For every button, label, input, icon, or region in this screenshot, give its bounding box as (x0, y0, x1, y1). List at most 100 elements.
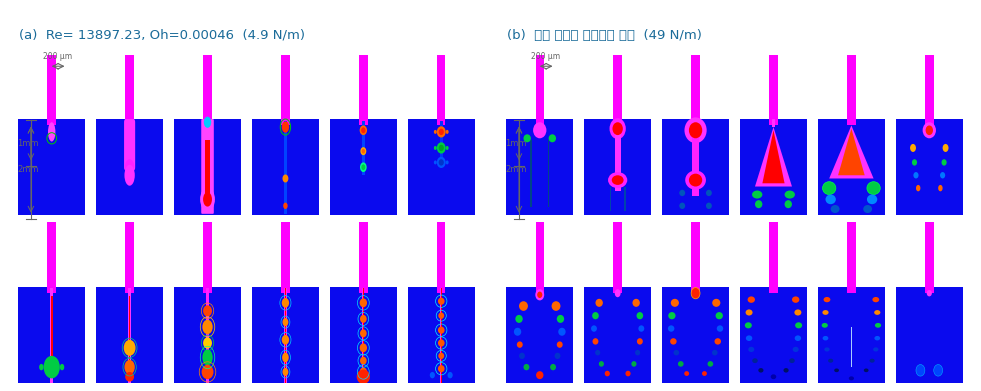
FancyBboxPatch shape (615, 129, 621, 191)
FancyBboxPatch shape (51, 296, 53, 359)
Ellipse shape (637, 312, 644, 319)
Ellipse shape (360, 343, 367, 352)
FancyBboxPatch shape (662, 119, 729, 215)
Ellipse shape (439, 145, 443, 151)
FancyBboxPatch shape (282, 222, 289, 293)
FancyBboxPatch shape (440, 289, 442, 383)
Ellipse shape (910, 144, 916, 152)
Ellipse shape (637, 338, 643, 344)
Ellipse shape (785, 200, 792, 208)
Ellipse shape (536, 371, 543, 379)
Ellipse shape (615, 289, 621, 297)
Ellipse shape (942, 159, 947, 166)
Ellipse shape (822, 310, 829, 315)
Ellipse shape (125, 360, 134, 374)
Ellipse shape (437, 126, 445, 138)
Ellipse shape (125, 165, 134, 186)
Ellipse shape (875, 323, 881, 328)
Ellipse shape (282, 335, 289, 344)
FancyBboxPatch shape (536, 222, 544, 293)
Ellipse shape (706, 203, 712, 209)
Ellipse shape (863, 205, 872, 213)
Ellipse shape (943, 144, 949, 152)
FancyBboxPatch shape (662, 287, 729, 383)
Ellipse shape (439, 312, 444, 319)
Ellipse shape (824, 297, 830, 302)
Ellipse shape (795, 335, 801, 341)
Ellipse shape (849, 377, 854, 380)
FancyBboxPatch shape (362, 121, 365, 175)
Ellipse shape (48, 362, 55, 372)
Ellipse shape (447, 372, 452, 378)
Ellipse shape (916, 364, 925, 376)
Ellipse shape (873, 347, 879, 352)
FancyBboxPatch shape (692, 135, 699, 196)
FancyBboxPatch shape (925, 55, 934, 126)
FancyBboxPatch shape (47, 222, 56, 293)
Ellipse shape (595, 299, 603, 307)
Ellipse shape (439, 159, 443, 166)
Ellipse shape (360, 368, 367, 377)
Ellipse shape (934, 364, 943, 376)
Ellipse shape (282, 298, 289, 308)
Ellipse shape (204, 117, 211, 128)
Ellipse shape (124, 340, 135, 356)
FancyBboxPatch shape (284, 289, 286, 383)
Ellipse shape (834, 368, 839, 372)
Ellipse shape (748, 296, 755, 303)
Ellipse shape (519, 353, 525, 359)
Ellipse shape (874, 310, 880, 315)
Ellipse shape (46, 359, 58, 375)
Ellipse shape (793, 347, 799, 352)
FancyBboxPatch shape (96, 119, 163, 215)
Ellipse shape (282, 122, 289, 133)
FancyBboxPatch shape (848, 222, 855, 293)
FancyBboxPatch shape (175, 119, 240, 215)
Ellipse shape (558, 328, 566, 336)
Ellipse shape (126, 372, 134, 382)
Ellipse shape (514, 328, 521, 336)
FancyBboxPatch shape (439, 121, 442, 167)
Ellipse shape (203, 337, 212, 349)
FancyBboxPatch shape (129, 296, 130, 367)
Text: 1mm: 1mm (17, 139, 38, 148)
Ellipse shape (125, 159, 134, 175)
FancyBboxPatch shape (284, 121, 287, 214)
Ellipse shape (926, 126, 933, 135)
Ellipse shape (831, 205, 840, 213)
FancyBboxPatch shape (506, 287, 573, 383)
Ellipse shape (557, 341, 563, 348)
Ellipse shape (357, 369, 370, 384)
Text: 2mm: 2mm (17, 165, 38, 174)
Ellipse shape (784, 368, 789, 373)
Ellipse shape (785, 190, 795, 199)
Ellipse shape (712, 299, 720, 307)
Ellipse shape (792, 296, 800, 303)
Ellipse shape (670, 338, 677, 344)
Text: 200 μm: 200 μm (43, 52, 73, 61)
FancyBboxPatch shape (359, 222, 368, 293)
Ellipse shape (604, 371, 610, 377)
Ellipse shape (434, 160, 437, 165)
FancyBboxPatch shape (613, 55, 622, 126)
Ellipse shape (612, 175, 624, 185)
Ellipse shape (60, 364, 65, 370)
Ellipse shape (48, 122, 55, 142)
Text: 2mm: 2mm (505, 165, 527, 174)
Ellipse shape (867, 182, 880, 195)
FancyBboxPatch shape (124, 119, 135, 170)
Ellipse shape (668, 312, 676, 319)
Ellipse shape (867, 195, 877, 204)
FancyBboxPatch shape (896, 287, 962, 383)
FancyBboxPatch shape (252, 287, 319, 383)
Ellipse shape (283, 353, 288, 362)
FancyBboxPatch shape (536, 55, 544, 126)
Ellipse shape (752, 190, 762, 199)
Ellipse shape (685, 117, 706, 143)
FancyBboxPatch shape (530, 140, 532, 207)
FancyBboxPatch shape (126, 222, 133, 293)
FancyBboxPatch shape (848, 55, 855, 126)
FancyBboxPatch shape (175, 287, 240, 383)
FancyBboxPatch shape (203, 222, 212, 293)
Ellipse shape (533, 122, 546, 138)
